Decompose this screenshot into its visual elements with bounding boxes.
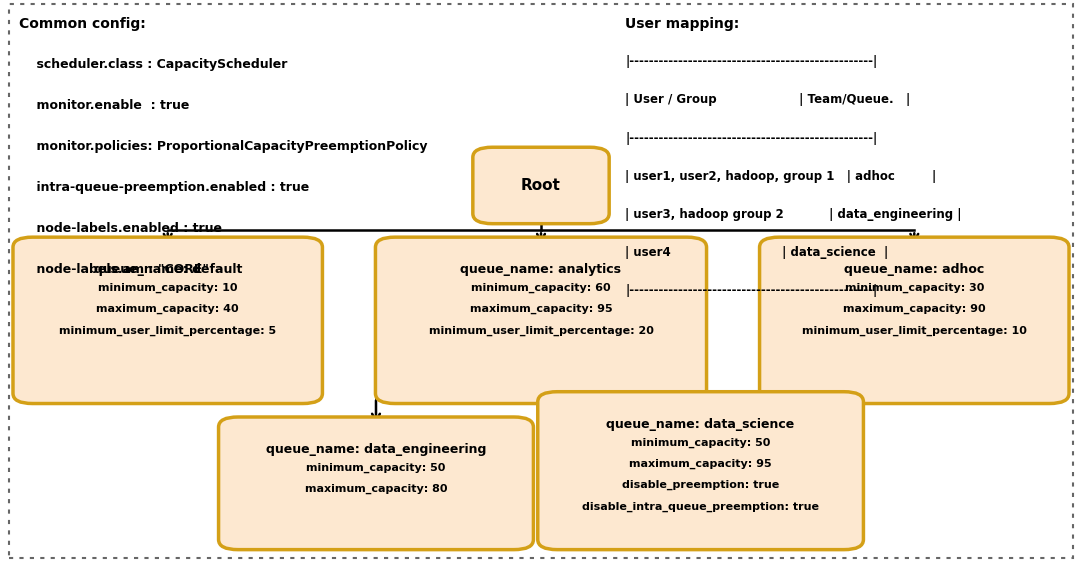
FancyBboxPatch shape: [13, 237, 322, 404]
Text: |--------------------------------------------------|: |---------------------------------------…: [625, 55, 878, 68]
Text: monitor.policies: ProportionalCapacityPreemptionPolicy: monitor.policies: ProportionalCapacityPr…: [19, 140, 428, 153]
Text: disable_preemption: true: disable_preemption: true: [622, 480, 779, 490]
Text: queue_name: adhoc: queue_name: adhoc: [844, 263, 985, 276]
FancyBboxPatch shape: [375, 237, 707, 404]
Text: | user4                           | data_science  |: | user4 | data_science |: [625, 246, 888, 259]
FancyBboxPatch shape: [760, 237, 1069, 404]
Text: minimum_user_limit_percentage: 10: minimum_user_limit_percentage: 10: [802, 325, 1027, 336]
Text: |--------------------------------------------------|: |---------------------------------------…: [625, 132, 878, 144]
Text: maximum_capacity: 80: maximum_capacity: 80: [305, 484, 447, 494]
Text: disable_intra_queue_preemption: true: disable_intra_queue_preemption: true: [582, 501, 819, 511]
Text: maximum_capacity: 95: maximum_capacity: 95: [470, 304, 612, 314]
Text: maximum_capacity: 40: maximum_capacity: 40: [96, 304, 239, 314]
Text: minimum_user_limit_percentage: 20: minimum_user_limit_percentage: 20: [428, 325, 654, 336]
FancyBboxPatch shape: [219, 417, 533, 550]
Text: minimum_capacity: 10: minimum_capacity: 10: [98, 283, 237, 293]
Text: maximum_capacity: 95: maximum_capacity: 95: [630, 459, 771, 469]
Text: queue_name: analytics: queue_name: analytics: [461, 263, 621, 276]
FancyBboxPatch shape: [473, 147, 609, 224]
Text: | user3, hadoop group 2           | data_engineering |: | user3, hadoop group 2 | data_engineeri…: [625, 208, 962, 221]
Text: maximum_capacity: 90: maximum_capacity: 90: [843, 304, 986, 314]
Text: |--------------------------------------------------|: |---------------------------------------…: [625, 284, 878, 297]
Text: minimum_capacity: 60: minimum_capacity: 60: [471, 283, 611, 293]
Text: minimum_user_limit_percentage: 5: minimum_user_limit_percentage: 5: [60, 325, 276, 336]
Text: | User / Group                    | Team/Queue.   |: | User / Group | Team/Queue. |: [625, 93, 911, 106]
Text: queue_name: data_engineering: queue_name: data_engineering: [266, 443, 486, 456]
Text: | user1, user2, hadoop, group 1   | adhoc         |: | user1, user2, hadoop, group 1 | adhoc …: [625, 170, 937, 183]
Text: Common config:: Common config:: [19, 17, 146, 31]
FancyBboxPatch shape: [538, 392, 863, 550]
Text: scheduler.class : CapacityScheduler: scheduler.class : CapacityScheduler: [19, 58, 288, 71]
Text: Root: Root: [522, 178, 560, 193]
Text: User mapping:: User mapping:: [625, 17, 740, 31]
Text: minimum_capacity: 50: minimum_capacity: 50: [306, 463, 446, 473]
Text: queue_name: data_science: queue_name: data_science: [607, 418, 794, 430]
Text: queue_name: default: queue_name: default: [93, 263, 242, 276]
Text: intra-queue-preemption.enabled : true: intra-queue-preemption.enabled : true: [19, 181, 309, 194]
Text: monitor.enable  : true: monitor.enable : true: [19, 99, 189, 112]
Text: minimum_capacity: 30: minimum_capacity: 30: [845, 283, 984, 293]
Text: minimum_capacity: 50: minimum_capacity: 50: [631, 437, 770, 447]
Text: node-labels.enabled : true: node-labels.enabled : true: [19, 222, 223, 235]
Text: node-labels.am : "CORE": node-labels.am : "CORE": [19, 263, 210, 276]
